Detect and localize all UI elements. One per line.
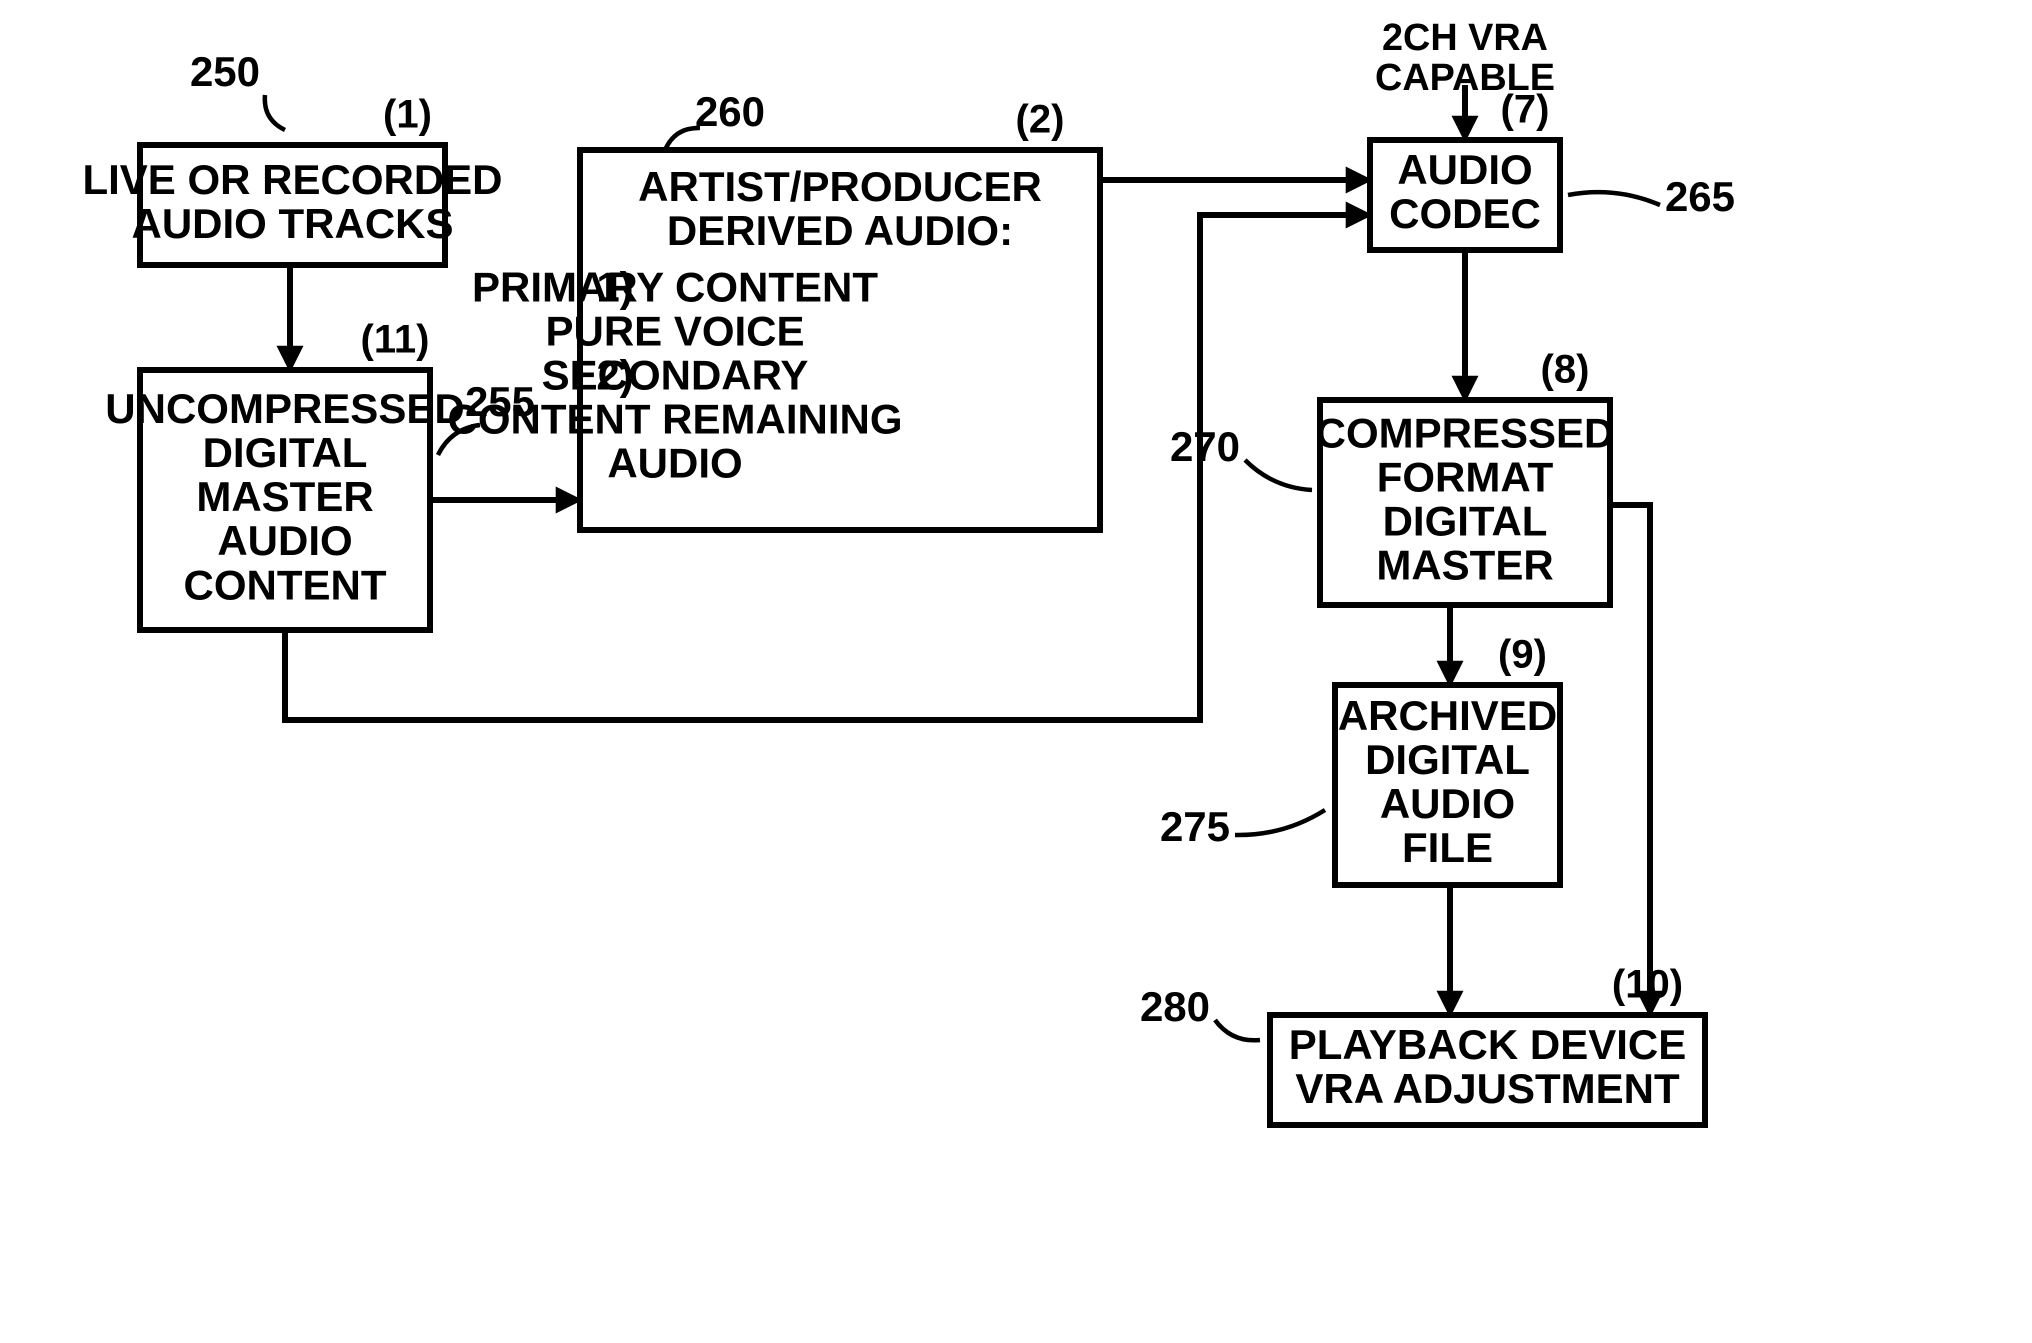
ref-r280: 280 [1140,983,1260,1040]
box-b280: (10) PLAYBACK DEVICEVRA ADJUSTMENT [1270,963,1705,1125]
ref-text-r275: 275 [1160,803,1230,850]
ref-text-r260: 260 [695,88,765,135]
box-text-b265-0: AUDIO [1397,146,1532,193]
box-text-b275-3: FILE [1402,824,1493,871]
box-text-b270-1: FORMAT [1377,454,1554,501]
box-b250: (1) LIVE OR RECORDEDAUDIO TRACKS [82,93,502,265]
b260-itemline-1-0: SECONDARY [542,351,809,398]
b260-title-0: ARTIST/PRODUCER [638,163,1042,210]
ref-r265: 265 [1568,173,1735,220]
top-label-line-1: CAPABLE [1375,57,1555,99]
box-text-b270-0: COMPRESSED [1316,409,1615,456]
box-text-b280-1: VRA ADJUSTMENT [1295,1065,1680,1112]
box-text-b280-0: PLAYBACK DEVICE [1289,1021,1687,1068]
box-text-b270-3: MASTER [1376,542,1553,589]
step-label-b255: (11) [361,318,430,362]
box-text-b275-1: DIGITAL [1365,736,1530,783]
top-label: 2CH VRACAPABLE [1375,17,1555,99]
box-text-b275-2: AUDIO [1380,780,1515,827]
ref-tail-r280 [1215,1020,1260,1040]
step-label-b250: (1) [383,93,432,137]
box-text-b250-1: AUDIO TRACKS [132,200,454,247]
box-text-b275-0: ARCHIVED [1338,692,1557,739]
ref-tail-r265 [1568,192,1660,205]
ref-text-r280: 280 [1140,983,1210,1030]
box-text-b255-3: AUDIO [217,517,352,564]
ref-r250: 250 [190,48,285,130]
ref-text-r270: 270 [1170,423,1240,470]
ref-text-r250: 250 [190,48,260,95]
b260-title-1: DERIVED AUDIO: [667,207,1013,254]
edge-8 [1610,505,1650,1015]
ref-tail-r270 [1245,460,1312,490]
ref-r275: 275 [1160,803,1325,850]
box-text-b250-0: LIVE OR RECORDED [82,156,502,203]
step-label-b260: (2) [1016,98,1065,142]
ref-r270: 270 [1170,423,1312,490]
box-b255: (11) UNCOMPRESSEDDIGITALMASTERAUDIOCONTEN… [105,318,464,630]
box-text-b255-0: UNCOMPRESSED [105,385,464,432]
box-text-b270-2: DIGITAL [1383,498,1548,545]
box-text-b265-1: CODEC [1389,190,1541,237]
ref-tail-r250 [265,95,285,130]
b260-itemline-1-2: AUDIO [607,440,742,487]
box-b260-content: ARTIST/PRODUCERDERIVED AUDIO:1)PRIMARY C… [448,163,1042,487]
box-text-b255-2: MASTER [196,473,373,520]
step-label-b280: (10) [1612,963,1683,1007]
step-label-b270: (8) [1541,348,1590,392]
b260-itemline-0-1: PURE VOICE [545,307,804,354]
top-label-line-0: 2CH VRA [1382,17,1548,59]
step-label-b275: (9) [1498,633,1547,677]
ref-text-r255: 255 [465,378,535,425]
box-text-b255-4: CONTENT [184,561,387,608]
ref-tail-r275 [1235,810,1325,835]
box-text-b255-1: DIGITAL [203,429,368,476]
boxes: (1) LIVE OR RECORDEDAUDIO TRACKS (11) UNCOM… [82,88,1705,1125]
ref-r260: 260 [665,88,765,150]
ref-text-r265: 265 [1665,173,1735,220]
b260-itemline-0-0: PRIMARY CONTENT [472,263,878,310]
